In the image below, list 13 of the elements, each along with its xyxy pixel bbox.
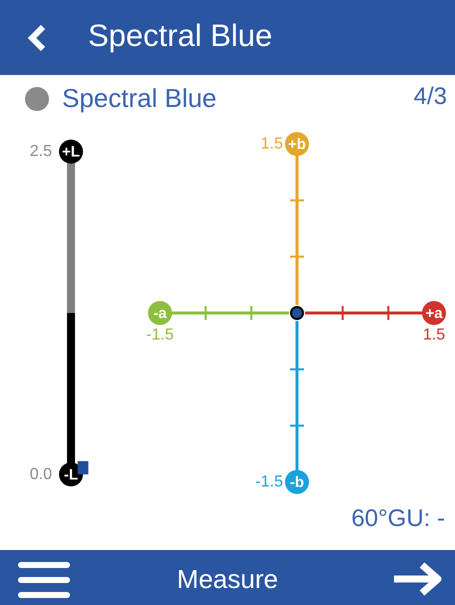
- chart-title: Spectral Blue: [88, 18, 272, 54]
- annotation: +L: [62, 144, 80, 161]
- annotation: -b: [290, 474, 304, 492]
- y-tick-label: 2.5: [30, 143, 52, 160]
- text: Measure: [176, 564, 280, 595]
- chart-subtitle: Spectral Blue: [62, 83, 217, 114]
- annotation: +b: [288, 136, 306, 154]
- text: 60°GU: -: [351, 505, 445, 533]
- text: 4/3: [414, 83, 447, 111]
- annotation: -L: [64, 466, 78, 484]
- annotation: +a: [425, 305, 444, 322]
- y-tick-label: 0.0: [30, 466, 52, 483]
- annotation: -a: [153, 305, 168, 322]
